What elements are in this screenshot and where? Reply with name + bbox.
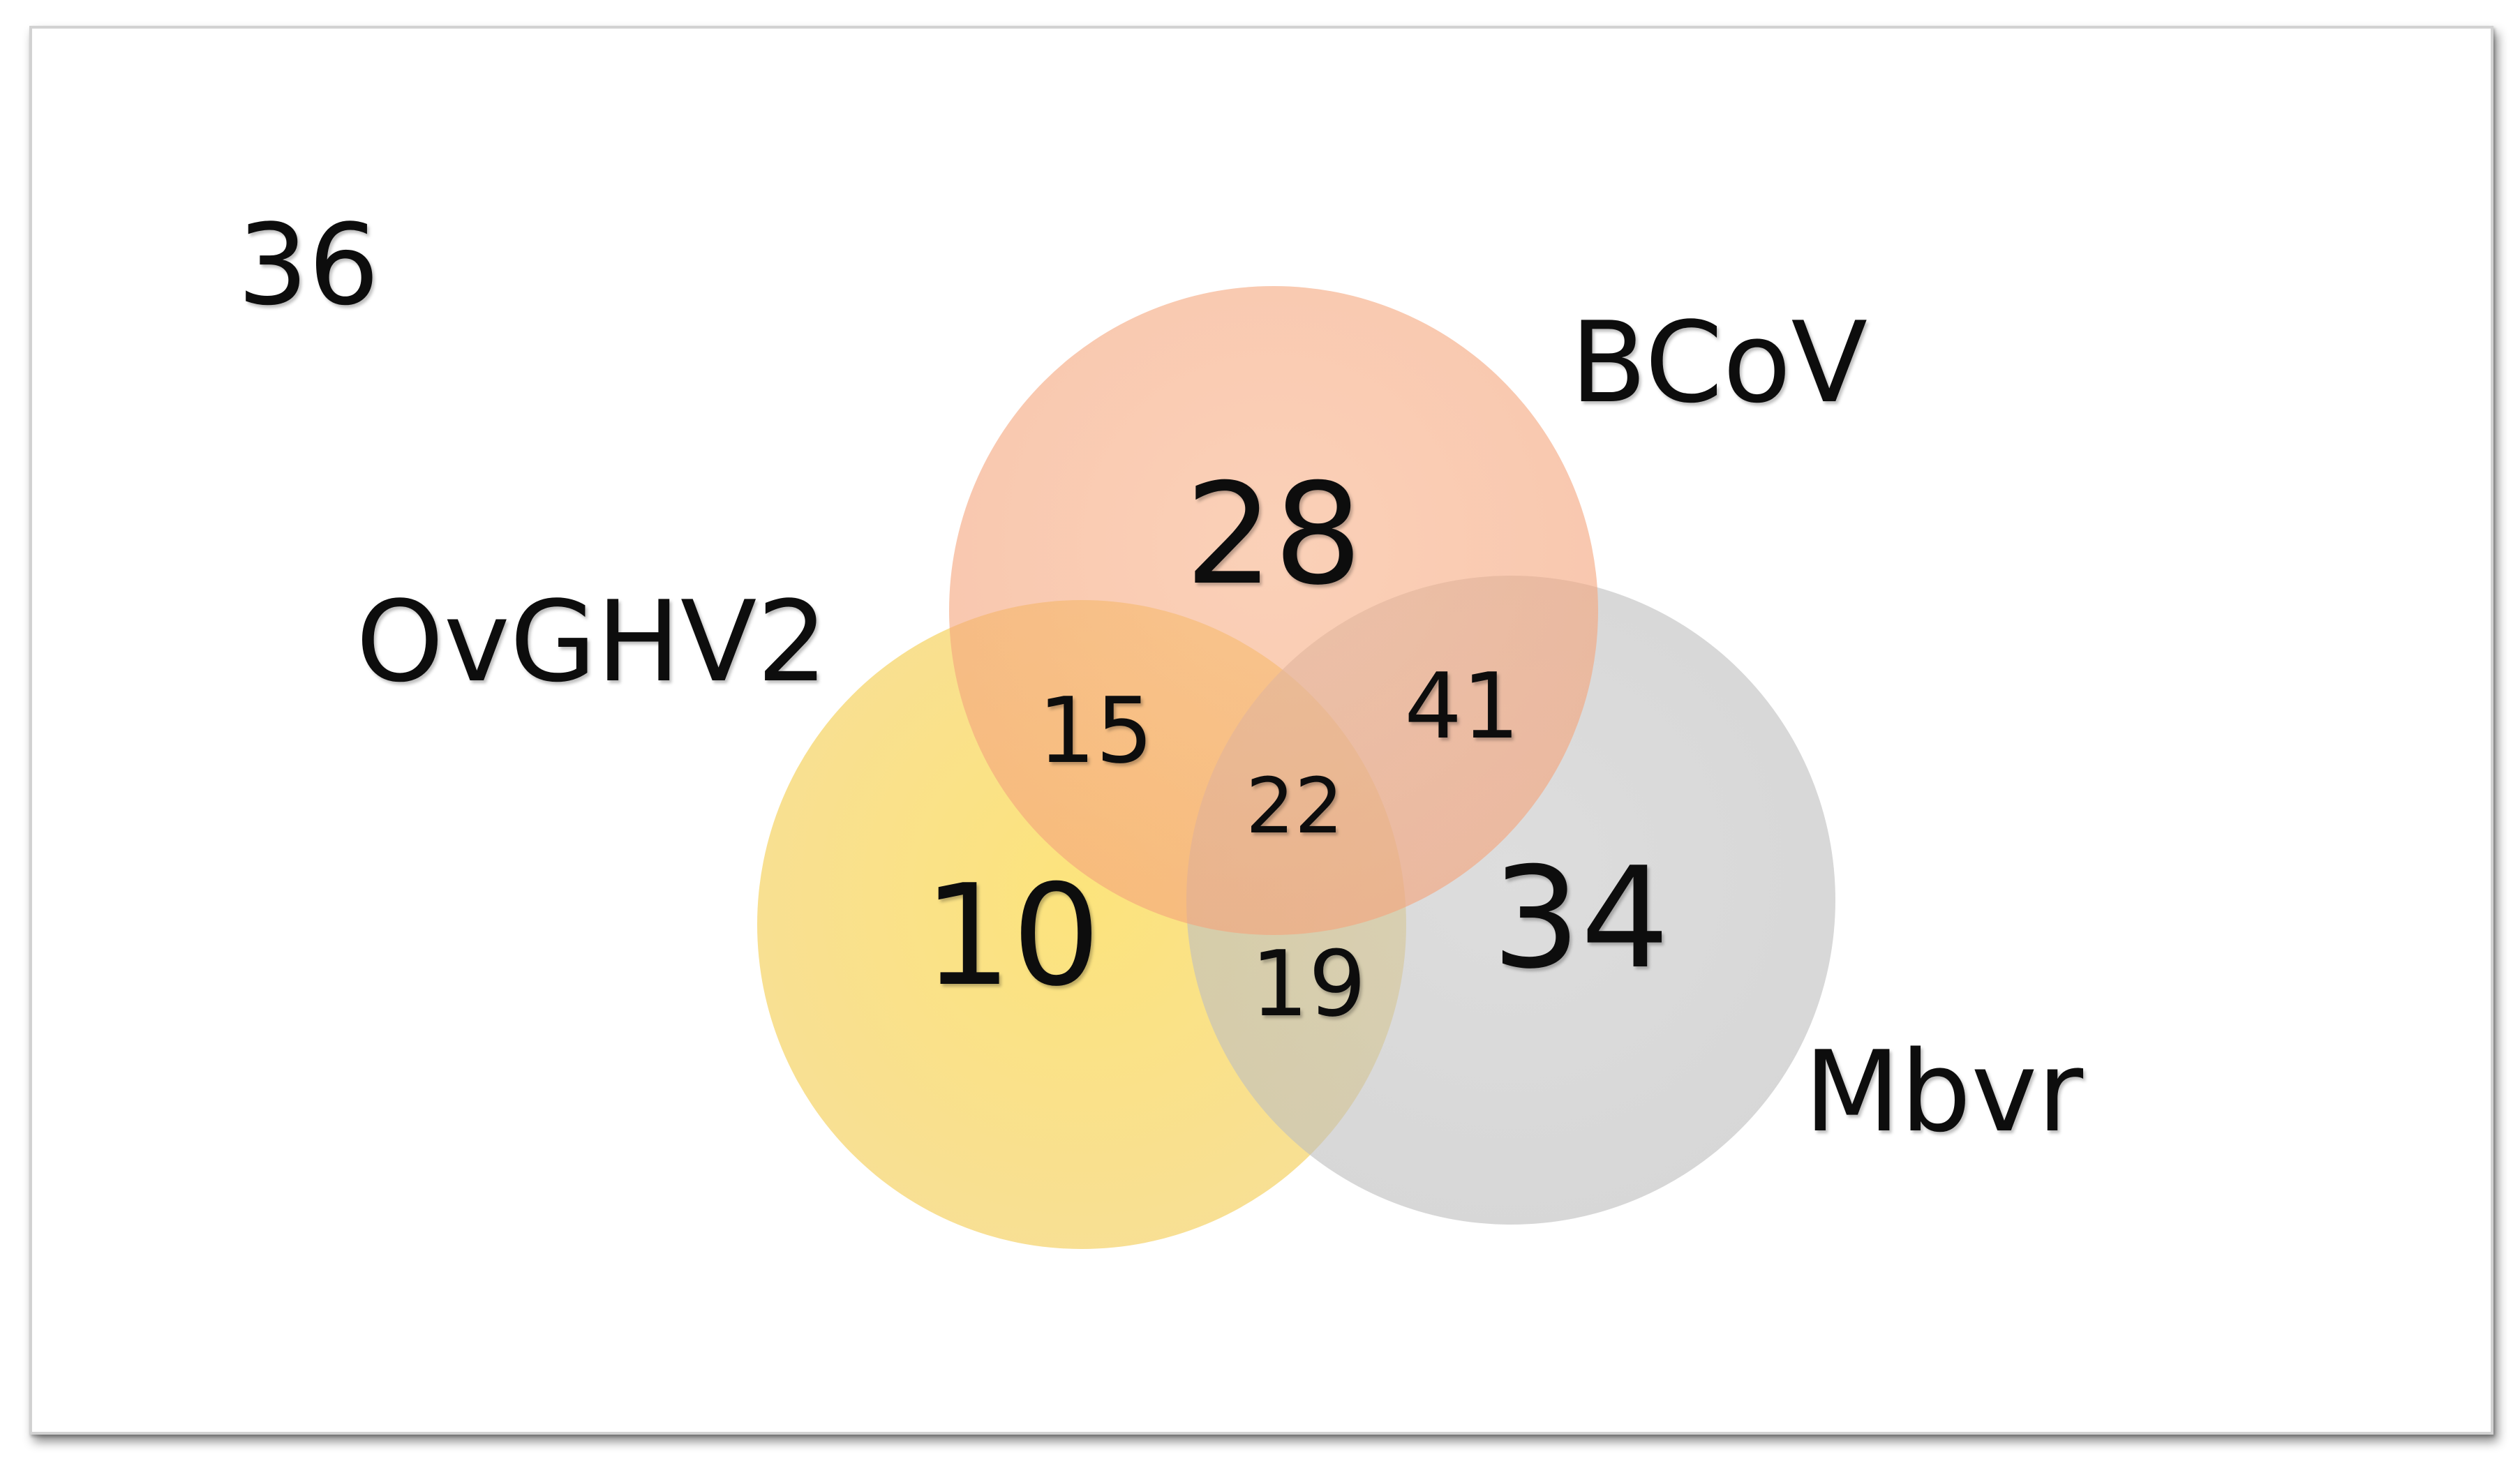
count-ovghv2-only: 10 <box>923 855 1101 1017</box>
label-bcov: BCoV <box>1570 297 1867 428</box>
label-ovghv2: OvGHV2 <box>356 576 828 707</box>
label-mbvr: Mbvr <box>1804 1026 2083 1157</box>
count-bcov-only: 28 <box>1185 454 1363 616</box>
count-bcov-ovghv2: 15 <box>1038 678 1153 784</box>
count-mbvr-only: 34 <box>1492 837 1670 1000</box>
circle-bcov <box>949 286 1598 935</box>
count-all: 22 <box>1246 761 1343 851</box>
count-bcov-mbvr: 41 <box>1404 653 1519 759</box>
count-ovghv2-mbvr: 19 <box>1251 931 1366 1037</box>
count-outside: 36 <box>237 200 380 330</box>
